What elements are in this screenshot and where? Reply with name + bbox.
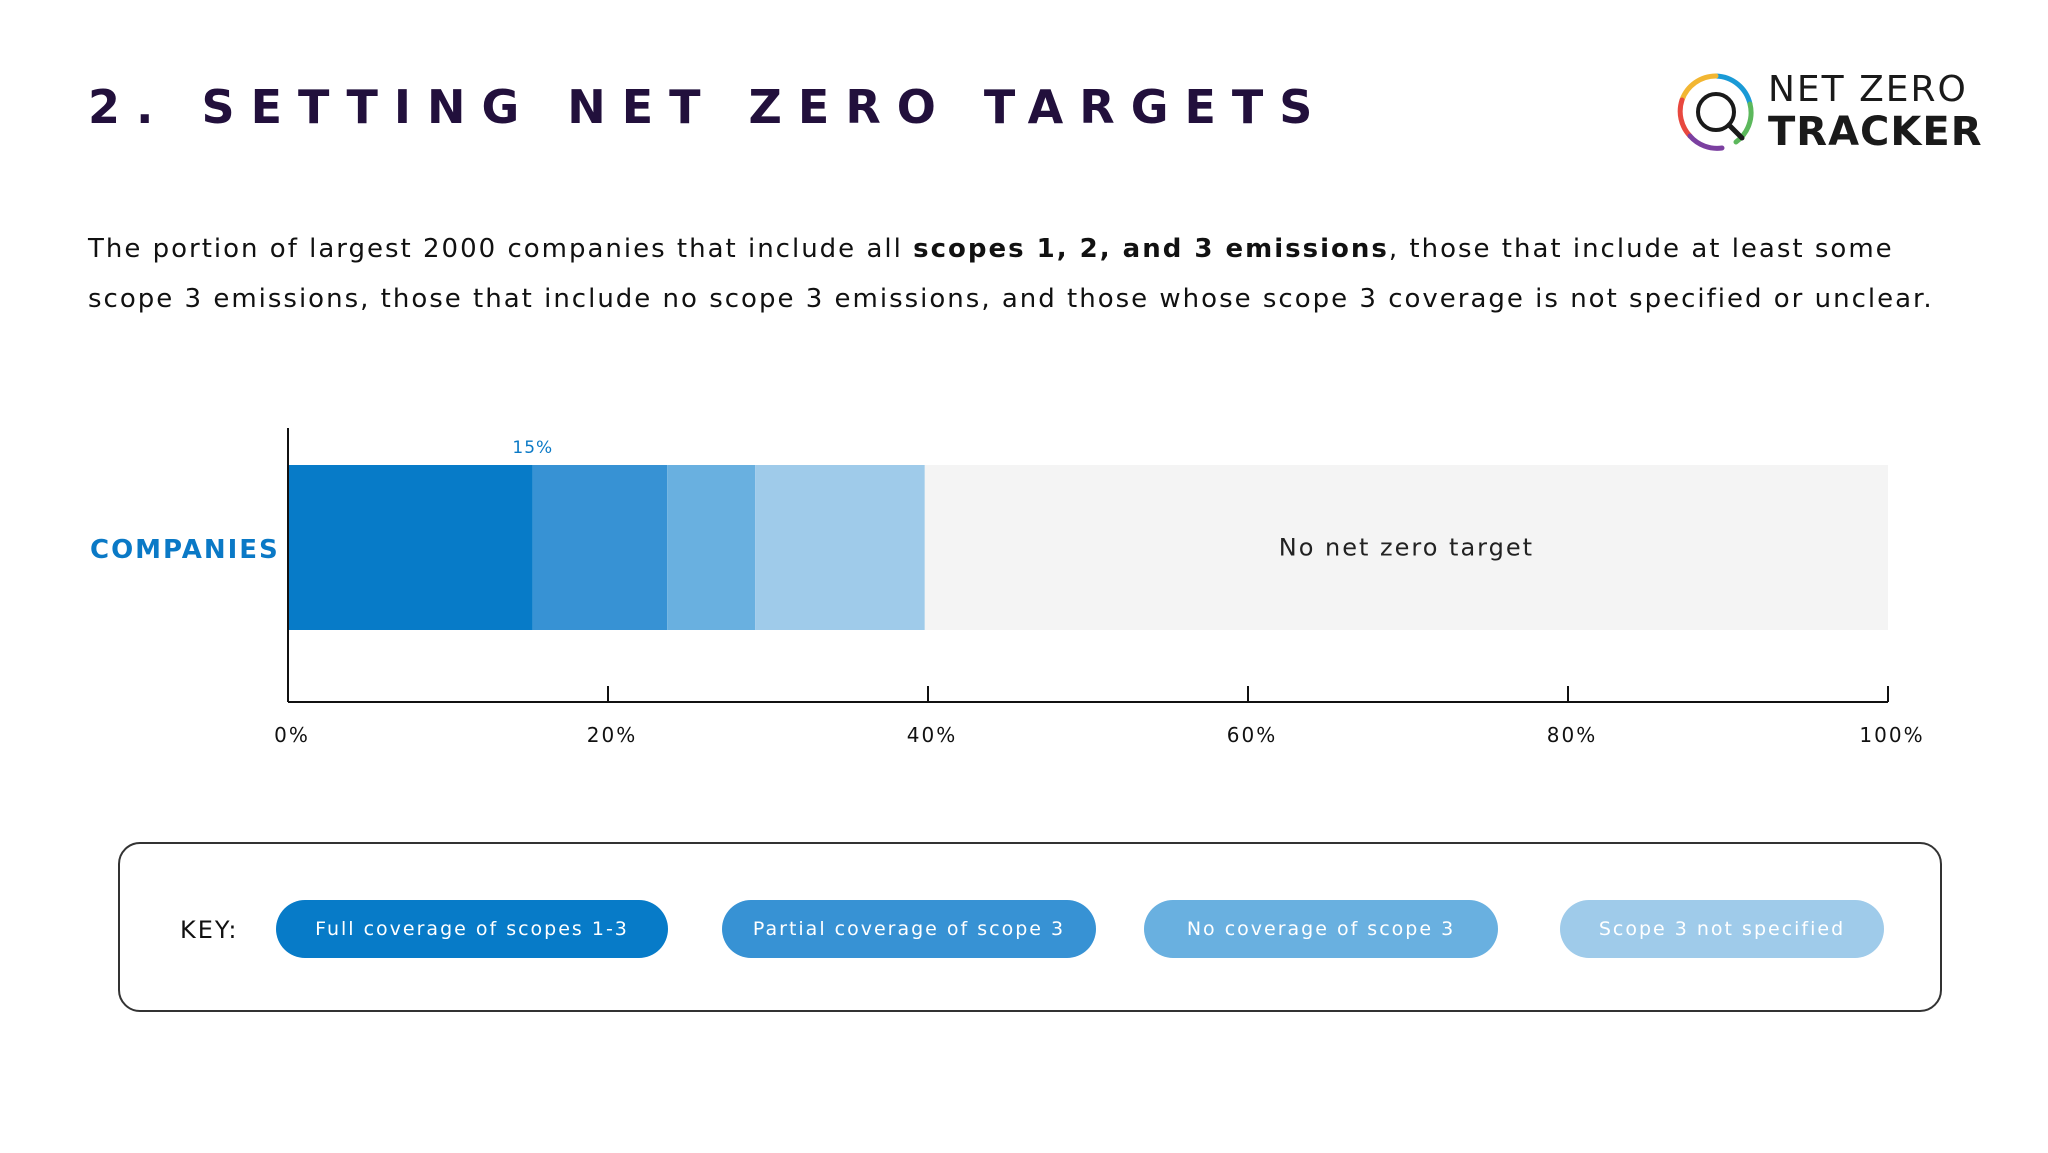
x-tick-label-0: 0% xyxy=(274,723,310,747)
bar-segment-4 xyxy=(924,465,1888,630)
description-bold-text: scopes 1, 2, and 3 emissions xyxy=(913,234,1389,264)
legend-box: KEY: Full coverage of scopes 1-3 Partial… xyxy=(118,842,1942,1012)
data-label-4: No net zero target xyxy=(1279,534,1534,562)
page-title: 2. SETTING NET ZERO TARGETS xyxy=(88,80,1329,134)
bar-segment-3 xyxy=(755,465,925,630)
legend-item-partial-coverage: Partial coverage of scope 3 xyxy=(722,900,1096,958)
description-text-part1: The portion of largest 2000 companies th… xyxy=(88,234,914,264)
x-tick-label-2: 40% xyxy=(907,723,957,747)
legend-item-full-coverage: Full coverage of scopes 1-3 xyxy=(276,900,668,958)
x-tick-label-3: 60% xyxy=(1227,723,1277,747)
bar-segment-0 xyxy=(288,465,533,630)
logo-text-line1: NET ZERO xyxy=(1768,69,1968,110)
stacked-bar-chart: COMPANIES 15% No net zero target 0% 20% 40% 60… xyxy=(90,428,1924,747)
magnifier-logo-icon xyxy=(1677,73,1754,151)
bar-segment-2 xyxy=(667,465,756,630)
bar-segment-1 xyxy=(532,465,668,630)
x-tick-label-4: 80% xyxy=(1547,723,1597,747)
net-zero-tracker-logo: NET ZERO TRACKER xyxy=(1672,70,1992,156)
legend-item-no-coverage: No coverage of scope 3 xyxy=(1144,900,1498,958)
logo-text-line2: TRACKER xyxy=(1768,109,1983,155)
x-tick-label-5: 100% xyxy=(1859,723,1924,747)
x-tick-label-1: 20% xyxy=(587,723,637,747)
legend-title: KEY: xyxy=(180,916,239,944)
description-text-part2: , those that include at least some scope… xyxy=(88,234,1934,314)
legend-item-not-specified: Scope 3 not specified xyxy=(1560,900,1884,958)
data-label-0: 15% xyxy=(512,438,553,458)
chart-description: The portion of largest 2000 companies th… xyxy=(88,224,1988,324)
category-label: COMPANIES xyxy=(90,535,280,565)
